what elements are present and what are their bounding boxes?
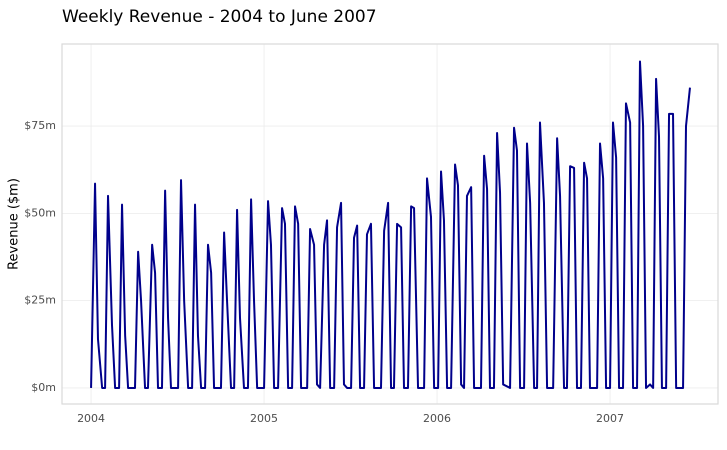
y-tick-label: $75m <box>24 119 56 132</box>
chart-title: Weekly Revenue - 2004 to June 2007 <box>62 7 377 27</box>
y-tick-label: $25m <box>24 294 56 307</box>
panel-border <box>61 43 719 405</box>
y-tick-label: $50m <box>24 206 56 219</box>
revenue-line <box>90 60 691 389</box>
x-tick-label: 2005 <box>250 412 278 425</box>
y-axis-label: Revenue ($m) <box>7 178 22 270</box>
x-tick-label: 2006 <box>423 412 451 425</box>
y-tick-label: $0m <box>31 381 56 394</box>
x-tick-label: 2007 <box>596 412 624 425</box>
x-tick-label: 2004 <box>77 412 105 425</box>
